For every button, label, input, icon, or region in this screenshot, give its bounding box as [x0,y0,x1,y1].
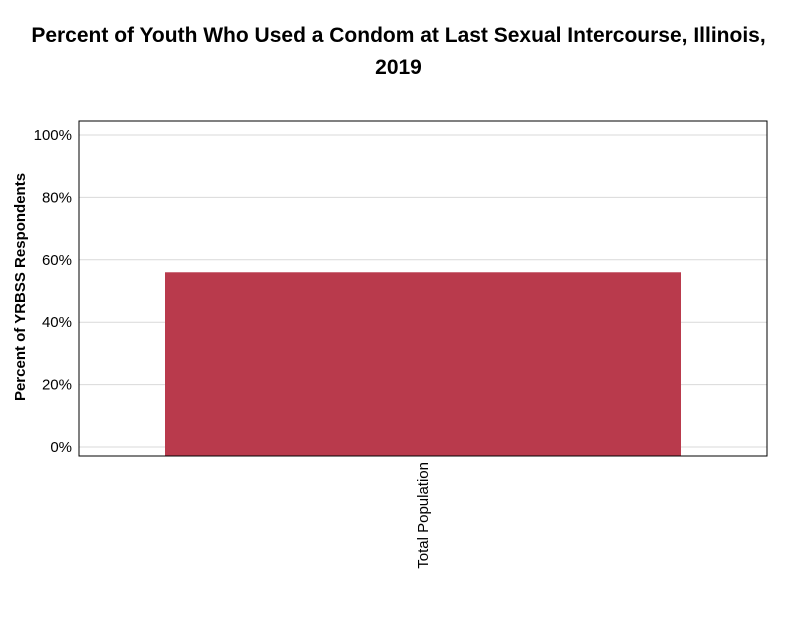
y-tick-label: 40% [42,314,72,331]
y-tick-labels: 0% 20% 40% 60% 80% 100% [34,127,72,456]
chart-title: Percent of Youth Who Used a Condom at La… [0,20,797,84]
x-category-labels: Total Population [415,462,432,569]
y-tick-label: 80% [42,189,72,206]
bar-total-population [165,272,681,456]
y-tick-label: 60% [42,252,72,269]
x-category-label: Total Population [415,462,432,569]
y-tick-label: 20% [42,377,72,394]
y-axis-title: Percent of YRBSS Respondents [12,173,29,401]
plot-frame [78,120,768,457]
y-tick-label: 0% [50,439,72,456]
y-tick-label: 100% [34,127,72,144]
chart-title-line-1: Percent of Youth Who Used a Condom at La… [31,24,766,47]
bars [165,272,681,456]
chart-title-line-2: 2019 [375,56,422,79]
